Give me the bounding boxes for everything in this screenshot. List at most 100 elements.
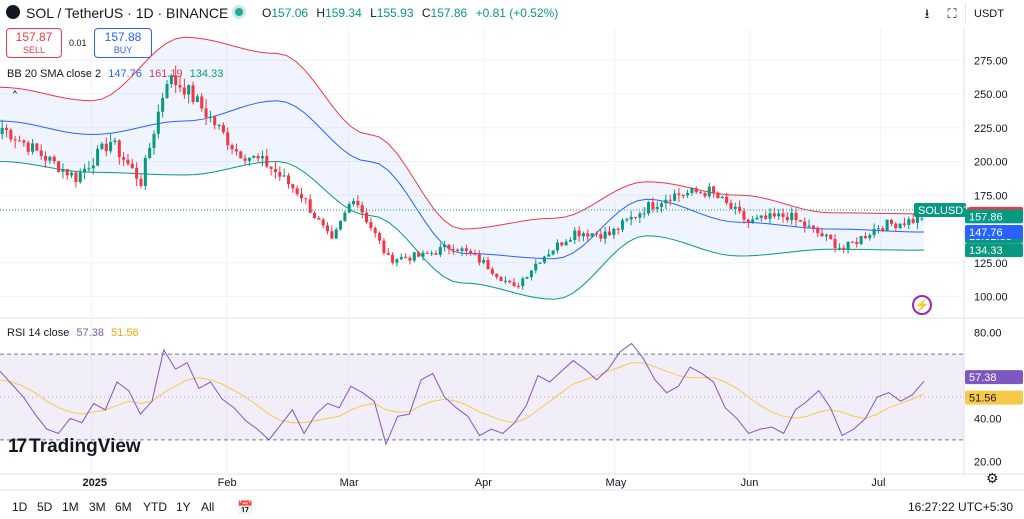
clock-timezone[interactable]: 16:27:22 UTC+5:30 [908, 500, 1014, 514]
range-all-button[interactable]: All [201, 500, 215, 514]
candle [751, 215, 755, 224]
candle-body [44, 155, 48, 161]
candle-body [130, 163, 134, 168]
bollinger-upper-line [0, 36, 925, 230]
candle [213, 116, 217, 130]
candle [18, 135, 22, 142]
candle [26, 140, 30, 156]
range-3m-button[interactable]: 3M [89, 500, 106, 514]
candle [534, 259, 538, 274]
candle-body [386, 252, 390, 255]
range-1y-button[interactable]: 1Y [176, 500, 191, 514]
candle-body [174, 75, 178, 86]
rsi-label-box [965, 370, 1023, 385]
candle-body [647, 202, 651, 214]
candle [842, 244, 846, 254]
range-1m-button[interactable]: 1M [62, 500, 79, 514]
gear-icon[interactable]: ⚙ [986, 470, 999, 486]
candle [790, 207, 794, 225]
collapse-legend-chevron-up-icon[interactable]: ^ [5, 86, 25, 104]
candle [568, 237, 572, 242]
candle [39, 144, 43, 160]
price-axis: 275.00 250.00 225.00 200.00 175.00 125.00 100.… [974, 55, 1008, 303]
candle-body [642, 213, 646, 215]
range-ytd-button[interactable]: YTD [143, 500, 167, 514]
candle-body [143, 157, 147, 186]
candle-body [273, 168, 277, 173]
candle-body [785, 216, 789, 221]
symbol-title[interactable]: SOL / TetherUS · 1D · BINANCE [26, 5, 229, 21]
candle [412, 252, 416, 263]
candle-body [594, 233, 598, 235]
time-tick-label: Jul [871, 477, 885, 489]
candle [872, 223, 876, 239]
buy-button[interactable]: 157.88 BUY [94, 28, 152, 58]
candle-body [195, 96, 199, 102]
candle-body [616, 228, 620, 230]
candle-body [239, 151, 243, 159]
candle-body [620, 220, 625, 230]
candle-body [534, 263, 538, 271]
price-label-box [914, 203, 966, 217]
range-1d-button[interactable]: 1D [12, 500, 28, 514]
candle-body [408, 257, 412, 261]
candle [499, 275, 503, 282]
candle [317, 215, 321, 220]
candle-body [599, 234, 603, 239]
range-5d-button[interactable]: 5D [37, 500, 53, 514]
range-6m-button[interactable]: 6M [115, 500, 132, 514]
candle-body [629, 216, 633, 220]
candle-body [855, 242, 859, 244]
candle [135, 162, 139, 187]
candle [477, 250, 481, 266]
candle [699, 191, 703, 195]
candle [239, 150, 243, 159]
candle [885, 219, 889, 232]
candle [833, 234, 837, 253]
rsi-legend[interactable]: RSI 14 close 57.38 51.56 [7, 327, 139, 339]
candle-body [868, 235, 872, 239]
currency-selector[interactable]: USDT [965, 4, 1022, 24]
candle [339, 220, 343, 231]
candle-body [898, 223, 902, 228]
candle [243, 154, 247, 165]
candle [156, 104, 160, 139]
flash-alert-icon[interactable]: ⚡ [912, 295, 932, 315]
candle-body [208, 116, 212, 118]
candle-body [13, 139, 17, 141]
candle [100, 141, 104, 150]
candle-body [529, 270, 533, 278]
bollinger-lower-value: 134.33 [189, 68, 224, 80]
candle-body [260, 156, 264, 159]
download-icon[interactable]: ⭳ [924, 6, 930, 21]
candle-body [391, 254, 395, 263]
bollinger-legend[interactable]: BB 20 SMA close 2 147.76 161.19 134.33 [7, 68, 223, 80]
price-tick-label: 175.00 [974, 190, 1008, 202]
candle-body [152, 133, 156, 148]
candle-body [187, 85, 191, 95]
candle [820, 227, 824, 237]
candle [607, 226, 612, 237]
candle [764, 211, 768, 221]
candle [386, 248, 390, 256]
date-range-calendar-icon[interactable]: 📅 [237, 500, 254, 515]
candle-body [70, 172, 74, 176]
candle [794, 208, 798, 227]
sell-button[interactable]: 157.87 SELL [6, 28, 62, 58]
chart-canvas[interactable]: 275.00 250.00 225.00 200.00 175.00 125.00 100.… [0, 0, 1024, 496]
candle [208, 110, 212, 123]
candle [482, 256, 486, 265]
fullscreen-icon[interactable]: ⛶ [947, 6, 957, 21]
candle-body [820, 233, 824, 237]
candle-body [247, 157, 251, 161]
rsi-axis: 80.00 40.00 20.00 [974, 328, 1002, 469]
candle-body [651, 202, 655, 209]
candle-body [308, 199, 312, 213]
candle [304, 197, 308, 204]
ohlc-open-key: O [262, 6, 272, 20]
candle [57, 160, 61, 173]
candle-body [512, 282, 516, 286]
ohlc-high-key: H [316, 6, 326, 20]
candle-body [885, 219, 889, 231]
candle-body [443, 244, 447, 248]
